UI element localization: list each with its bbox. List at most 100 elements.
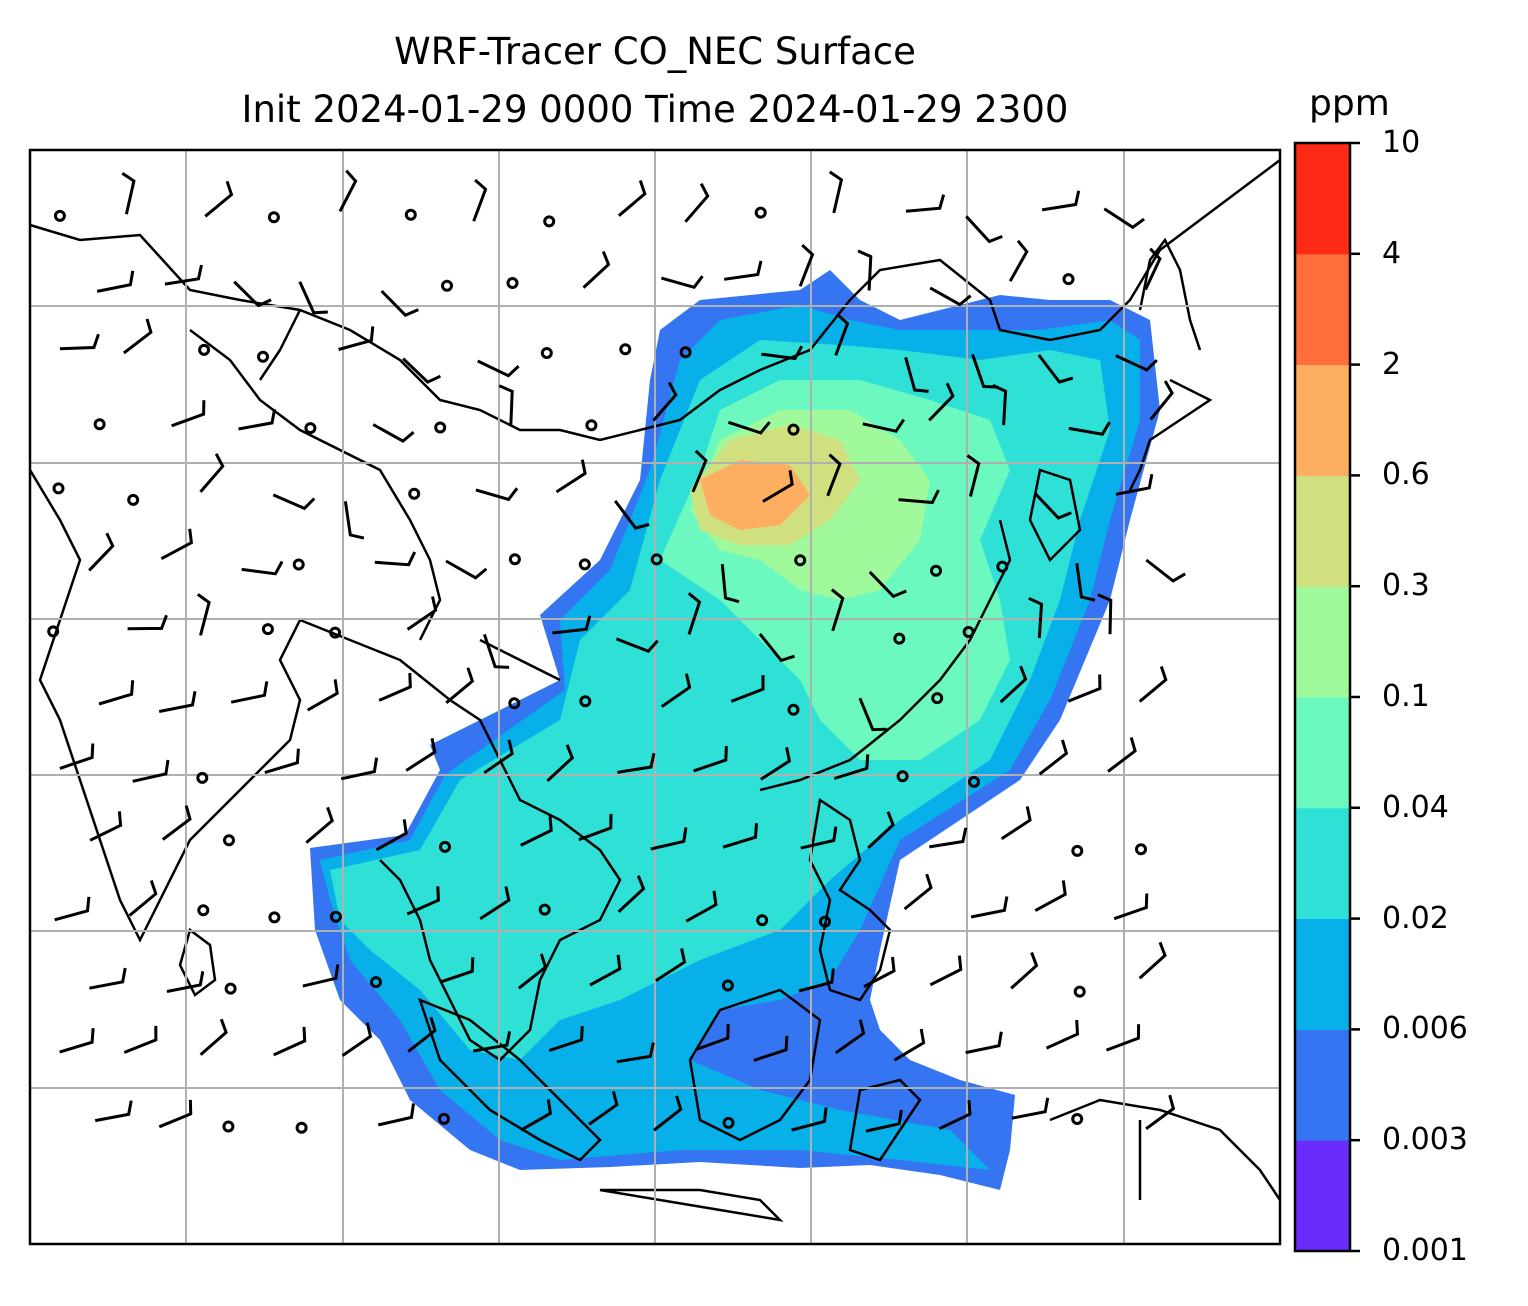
wind-barb: [1033, 492, 1072, 520]
colorbar-segment: [1295, 253, 1350, 366]
wind-barb: [684, 183, 710, 223]
coastline-new-guinea: [1049, 1098, 1282, 1201]
wind-barb: [1045, 1020, 1080, 1050]
colorbar-tick-label: 0.6: [1382, 457, 1430, 493]
calm-wind-circles: [47, 206, 1147, 1134]
map-title-line1: WRF-Tracer CO_NEC Surface: [394, 30, 916, 73]
calm-wind-circle: [722, 1116, 735, 1129]
wind-barb: [759, 746, 792, 781]
wind-barb: [546, 744, 575, 782]
wind-barb: [826, 453, 842, 497]
calm-wind-circle: [404, 208, 417, 221]
wind-barb: [158, 691, 197, 713]
wind-barb: [171, 400, 206, 428]
calm-wind-circle: [931, 692, 944, 705]
colorbar-segment: [1295, 475, 1350, 587]
coastline-sulawesi: [848, 1078, 922, 1162]
wind-barb: [578, 813, 613, 842]
map-title-line2: Init 2024-01-29 0000 Time 2024-01-29 230…: [241, 88, 1069, 131]
wind-barb: [970, 896, 1009, 919]
colorbar-tick-label: 0.1: [1382, 679, 1430, 714]
wind-barb: [204, 180, 234, 218]
calm-wind-circle: [787, 423, 800, 436]
calm-wind-circle: [585, 419, 598, 432]
wind-barb: [652, 381, 678, 422]
wind-barb: [992, 384, 1008, 426]
wind-barb: [160, 528, 194, 561]
wind-barb: [617, 180, 647, 217]
calm-wind-circle: [819, 915, 831, 928]
wind-barb: [1149, 380, 1174, 421]
calm-wind-circle: [1073, 985, 1086, 998]
calm-wind-circle: [438, 1112, 450, 1125]
wind-barb: [343, 501, 365, 540]
wind-barb: [868, 570, 907, 599]
wind-barb: [406, 886, 440, 916]
wind-barb: [1144, 247, 1162, 291]
wind-barb: [406, 596, 438, 631]
wind-barb: [161, 805, 192, 841]
coastlines: [28, 159, 1282, 1222]
colorbar-segment: [1295, 918, 1350, 1030]
wind-barb: [828, 170, 844, 214]
wind-barb: [687, 592, 702, 635]
wind-barb: [761, 345, 804, 361]
calm-wind-circle: [506, 277, 519, 289]
wind-barb: [1068, 421, 1111, 436]
wind-barb: [1113, 893, 1149, 921]
coastline-philippines: [808, 797, 892, 1002]
coastline-japan: [1128, 237, 1213, 491]
wind-barb: [938, 1100, 972, 1131]
calm-wind-circle: [578, 558, 591, 571]
wind-barb: [264, 748, 300, 775]
wind-barb: [54, 896, 91, 922]
calm-wind-circle: [1071, 844, 1084, 857]
colorbar-tick-label: 0.006: [1382, 1011, 1468, 1047]
coastline-java: [599, 1188, 784, 1222]
wind-barb: [439, 957, 475, 984]
wind-barb: [863, 956, 896, 989]
calm-wind-circle: [268, 911, 281, 924]
calm-wind-circle: [93, 418, 106, 431]
calm-wind-circle: [304, 422, 317, 435]
wind-barb: [1028, 596, 1044, 639]
wind-barb: [482, 633, 510, 669]
wind-barb: [199, 453, 225, 493]
wind-barb: [380, 289, 419, 317]
wind-barb: [730, 675, 765, 703]
calm-wind-circle: [329, 626, 342, 639]
calm-wind-circle: [47, 625, 60, 638]
wind-barb: [128, 880, 158, 917]
wind-barb: [407, 1016, 437, 1053]
calm-wind-circle: [257, 350, 269, 363]
wind-barb: [1075, 562, 1096, 602]
wind-barb: [965, 215, 1003, 244]
colorbar-tick-label: 10: [1382, 125, 1421, 160]
wind-barb: [230, 681, 269, 704]
map-frame: [28, 148, 1282, 1246]
calm-wind-circle: [679, 346, 692, 359]
wind-barb: [893, 1028, 926, 1062]
calm-wind-circle: [968, 775, 980, 788]
wind-barb: [966, 454, 981, 497]
wind-barb: [589, 954, 622, 987]
wind-barb: [753, 1035, 789, 1062]
wind-barb: [865, 1109, 903, 1133]
wind-barb: [650, 827, 688, 851]
calm-wind-circle: [996, 560, 1009, 573]
calm-wind-circle: [543, 215, 556, 228]
wind-barb: [834, 1019, 866, 1055]
wind-barb: [306, 679, 339, 712]
wind-barbs: [54, 169, 1186, 1133]
wind-barb: [59, 743, 95, 770]
wind-barb: [833, 754, 870, 780]
wind-barb: [830, 588, 845, 632]
colorbar-tick-label: 0.003: [1382, 1122, 1468, 1158]
colorbar-segment: [1295, 364, 1350, 476]
wind-barb: [305, 806, 334, 844]
wind-barb: [1008, 239, 1029, 282]
wind-barb: [1107, 737, 1137, 773]
wind-barb: [798, 243, 815, 287]
wind-barb: [614, 500, 650, 530]
